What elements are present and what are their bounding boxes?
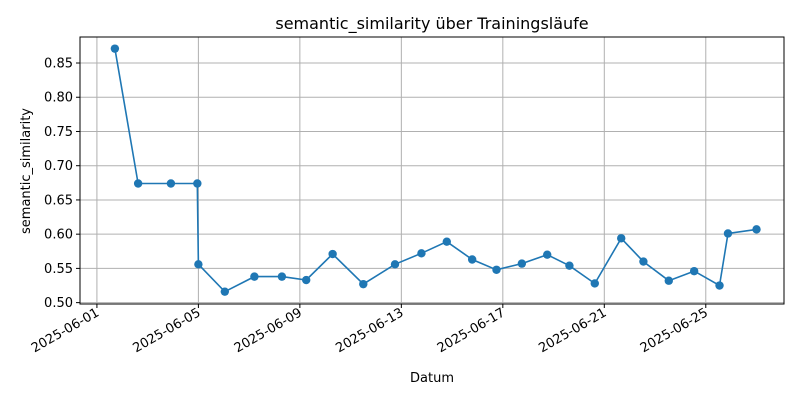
data-point bbox=[193, 179, 202, 188]
data-point bbox=[133, 179, 143, 188]
x-tick-label: 2025-06-09 bbox=[232, 305, 305, 356]
data-point bbox=[565, 261, 574, 270]
y-tick-label: 0.65 bbox=[44, 193, 73, 208]
data-point bbox=[492, 265, 501, 274]
y-tick-label: 0.80 bbox=[44, 91, 73, 106]
data-point bbox=[220, 287, 230, 296]
series-line bbox=[114, 48, 757, 293]
data-point bbox=[166, 179, 176, 188]
data-point bbox=[467, 255, 477, 264]
x-tick-label: 2025-06-21 bbox=[536, 305, 609, 356]
x-tick-label: 2025-06-13 bbox=[333, 305, 406, 356]
data-point bbox=[359, 279, 368, 289]
x-tick-label: 2025-06-17 bbox=[435, 305, 508, 356]
data-point bbox=[194, 260, 203, 269]
data-point bbox=[715, 281, 724, 290]
data-point bbox=[517, 259, 527, 268]
chart-title: semantic_similarity über Trainingsläufe bbox=[275, 14, 588, 34]
data-point bbox=[752, 225, 761, 234]
y-tick-label: 0.70 bbox=[44, 159, 73, 174]
data-point bbox=[110, 44, 120, 53]
x-axis-ticks: 2025-06-01 2025-06-05 2025-06-09 2025-06-13… bbox=[29, 304, 711, 356]
data-point bbox=[639, 257, 648, 266]
data-point bbox=[723, 229, 733, 238]
y-tick-label: 0.55 bbox=[44, 262, 73, 277]
plot-frame bbox=[79, 36, 785, 305]
data-point bbox=[689, 266, 699, 276]
y-tick-label: 0.50 bbox=[44, 296, 73, 311]
data-point bbox=[328, 249, 337, 259]
x-tick-label: 2025-06-01 bbox=[29, 305, 102, 356]
y-axis-ticks: 0.50 0.55 0.60 0.65 0.70 0.75 0.80 0.85 bbox=[44, 57, 80, 311]
data-point bbox=[417, 249, 426, 258]
data-point bbox=[250, 272, 259, 281]
data-point bbox=[277, 272, 287, 281]
grid bbox=[80, 37, 784, 304]
data-point bbox=[442, 237, 451, 246]
data-point bbox=[390, 260, 400, 269]
x-tick-label: 2025-06-05 bbox=[130, 305, 203, 356]
y-axis-label: semantic_similarity bbox=[19, 108, 34, 234]
data-point bbox=[302, 275, 311, 285]
y-tick-label: 0.60 bbox=[44, 228, 73, 243]
series-layer bbox=[110, 44, 761, 296]
x-tick-label: 2025-06-25 bbox=[638, 305, 711, 356]
data-point bbox=[590, 279, 599, 288]
y-tick-label: 0.85 bbox=[44, 57, 73, 72]
y-tick-label: 0.75 bbox=[44, 125, 73, 140]
x-axis-label: Datum bbox=[410, 371, 454, 386]
data-point bbox=[664, 276, 673, 285]
data-point bbox=[543, 250, 552, 259]
data-point bbox=[617, 234, 626, 243]
